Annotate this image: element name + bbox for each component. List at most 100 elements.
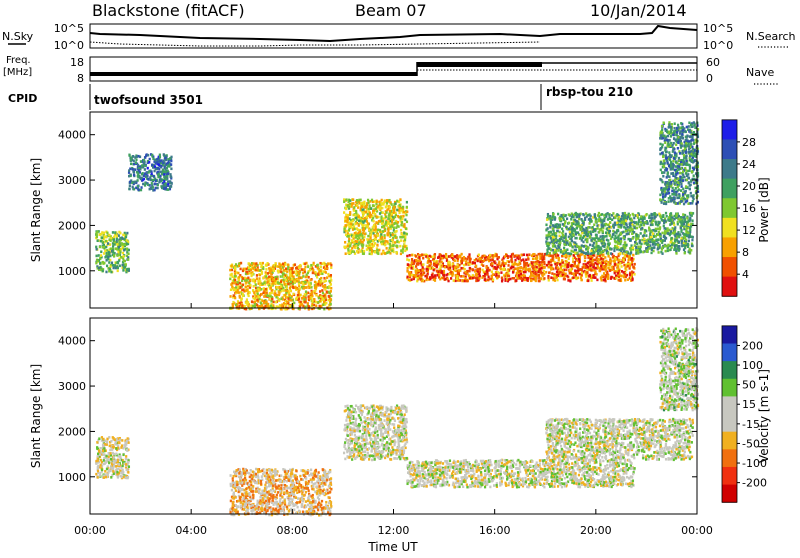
range-cell [369, 252, 371, 255]
range-cell [411, 274, 413, 277]
range-cell [532, 274, 534, 277]
range-cell [100, 250, 102, 253]
range-cell [661, 248, 663, 251]
range-cell [116, 248, 118, 251]
range-cell [484, 278, 486, 281]
range-cell [543, 270, 545, 273]
range-cell [376, 249, 378, 252]
range-cell [302, 275, 304, 278]
range-cell [618, 238, 620, 241]
range-cell [249, 279, 251, 282]
range-cell [650, 252, 652, 255]
range-cell [95, 246, 97, 249]
range-cell [304, 266, 306, 269]
freq-label-1: Freq. [6, 55, 31, 66]
range-cell [691, 219, 693, 222]
range-cell [439, 253, 441, 256]
range-cell [312, 269, 314, 272]
range-cell [362, 215, 364, 218]
freq-strip [90, 57, 697, 81]
range-cell [664, 220, 666, 223]
range-cell [399, 198, 401, 201]
range-cell [506, 269, 508, 272]
range-cell [244, 289, 246, 292]
range-cell [582, 266, 584, 269]
range-cell [447, 280, 449, 283]
range-cell [659, 235, 661, 238]
range-cell [505, 273, 507, 276]
range-cell [292, 271, 294, 274]
range-cell [612, 256, 614, 259]
range-cell [456, 255, 458, 258]
range-cell [651, 223, 653, 226]
range-cell [590, 253, 592, 256]
range-cell [298, 277, 300, 280]
range-cell [634, 263, 636, 266]
range-cell [640, 215, 642, 218]
range-cell [478, 272, 480, 275]
range-cell [648, 229, 650, 232]
range-cell [260, 266, 262, 269]
range-cell [234, 297, 236, 300]
range-cell [641, 239, 643, 242]
range-cell [463, 256, 465, 259]
range-cell [374, 200, 376, 203]
range-cell [252, 267, 254, 270]
range-cell [574, 262, 576, 265]
range-cell [625, 230, 627, 233]
range-cell [393, 226, 395, 229]
range-cell [258, 277, 260, 280]
range-cell [540, 270, 542, 273]
range-cell [632, 246, 634, 249]
range-cell [597, 266, 599, 269]
range-cell [598, 231, 600, 234]
range-cell [596, 236, 598, 239]
range-cell [541, 257, 543, 260]
range-cell [614, 257, 616, 260]
range-cell [422, 257, 424, 260]
range-cell [311, 303, 313, 306]
range-cell [578, 247, 580, 250]
range-cell [378, 201, 380, 204]
range-cell [361, 209, 363, 212]
range-cell [308, 283, 310, 286]
range-cell [151, 154, 153, 157]
range-cell [530, 279, 532, 282]
range-cell [306, 286, 308, 289]
range-cell [349, 242, 351, 245]
range-cell [384, 244, 386, 247]
range-cell [122, 269, 124, 272]
range-cell [126, 268, 128, 271]
range-cell [162, 185, 164, 188]
range-cell [350, 225, 352, 228]
range-cell [353, 206, 355, 209]
range-cell [386, 252, 388, 255]
range-cell [112, 231, 114, 234]
range-cell [636, 227, 638, 230]
range-cell [592, 226, 594, 229]
range-cell [433, 263, 435, 266]
range-cell [475, 265, 477, 268]
range-cell [107, 258, 109, 261]
range-cell [557, 213, 559, 216]
range-cell [356, 199, 358, 202]
range-cell [632, 266, 634, 269]
range-cell [653, 246, 655, 249]
range-cell [234, 266, 236, 269]
range-cell [277, 265, 279, 268]
range-cell [625, 219, 627, 222]
range-cell [255, 289, 257, 292]
range-cell [622, 236, 624, 239]
range-cell [249, 272, 251, 275]
range-cell [515, 263, 517, 266]
range-cell [280, 280, 282, 283]
range-cell [643, 234, 645, 237]
range-cell [551, 255, 553, 258]
range-cell [436, 270, 438, 273]
range-cell [671, 243, 673, 246]
range-cell [516, 256, 518, 259]
range-cell [417, 263, 419, 266]
range-cell [655, 235, 657, 238]
range-cell [691, 239, 693, 242]
range-cell [495, 273, 497, 276]
